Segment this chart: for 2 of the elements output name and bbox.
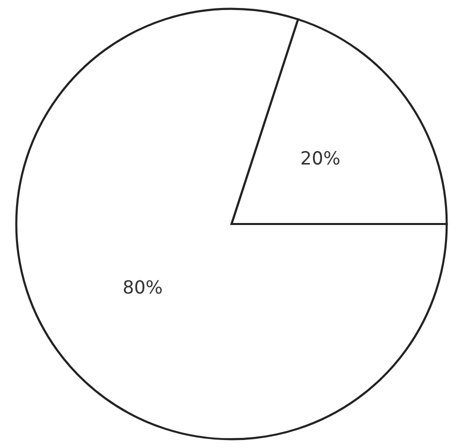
data-label: 20% [302, 151, 340, 165]
data-label: 80% [124, 280, 162, 294]
